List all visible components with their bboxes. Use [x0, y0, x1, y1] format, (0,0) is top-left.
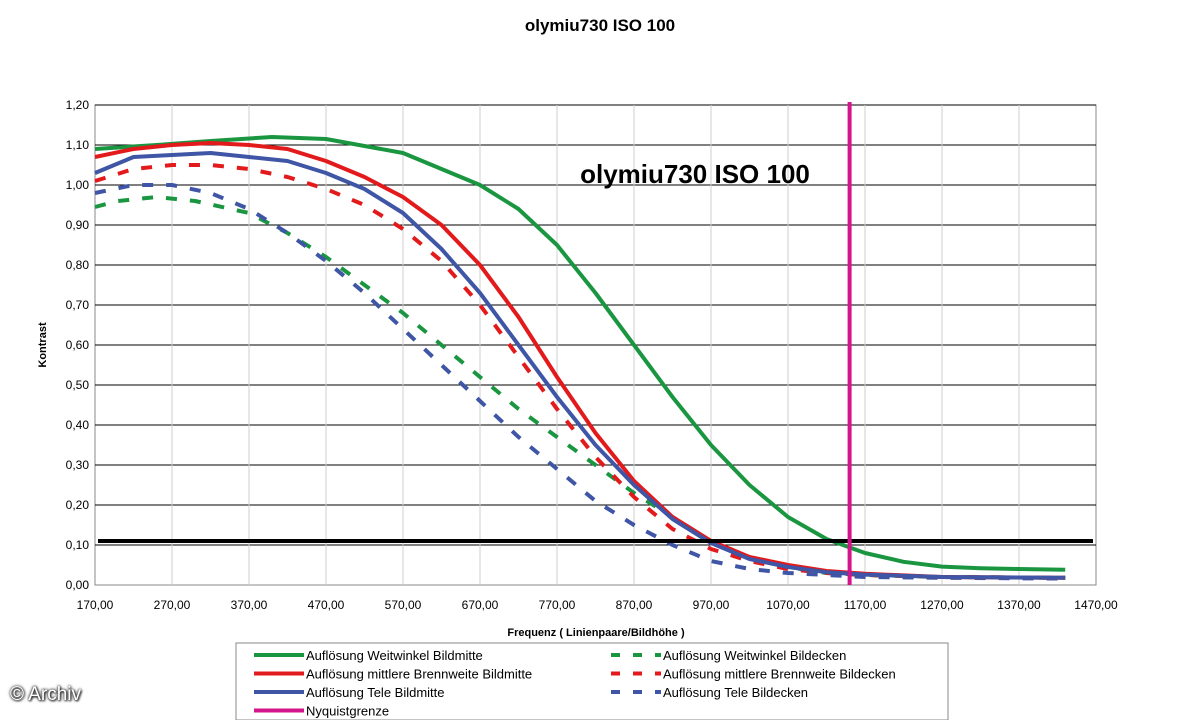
y-tick-label: 0,80 [66, 258, 90, 272]
series-line-aufl-sung-weitwinkel-bildmitte [94, 135, 1066, 572]
archive-watermark: © Archiv [10, 684, 82, 705]
y-tick-label: 0,20 [66, 498, 90, 512]
series-lines [94, 135, 1066, 581]
series-line-aufl-sung-tele-bildecken [94, 183, 1066, 581]
y-tick-label: 0,40 [66, 418, 90, 432]
x-tick-label: 170,00 [77, 598, 114, 612]
legend: Auflösung Weitwinkel Bildmitte Auflösung … [235, 642, 949, 720]
x-tick-label: 1370,00 [997, 598, 1041, 612]
y-tick-label: 0,50 [66, 378, 90, 392]
x-tick-label: 1270,00 [920, 598, 964, 612]
inner-title: olymiu730 ISO 100 [580, 159, 810, 189]
y-tick-label: 0,30 [66, 458, 90, 472]
legend-label: Auflösung Weitwinkel Bildmitte [306, 648, 483, 663]
y-tick-label: 0,60 [66, 338, 90, 352]
legend-label: Auflösung Tele Bildmitte [306, 685, 445, 700]
x-tick-labels: 170,00 270,00 370,00 470,00 570,00 670,00 770,… [77, 598, 1118, 612]
legend-label: Auflösung Tele Bildecken [663, 685, 808, 700]
y-tick-label: 0,90 [66, 218, 90, 232]
y-tick-label: 0,70 [66, 298, 90, 312]
x-tick-label: 670,00 [462, 598, 499, 612]
x-tick-label: 770,00 [539, 598, 576, 612]
series-line-aufl-sung-tele-bildmitte [94, 151, 1066, 580]
y-tick-label: 1,20 [66, 98, 90, 112]
legend-label: Auflösung Weitwinkel Bildecken [663, 648, 846, 663]
x-tick-label: 1070,00 [766, 598, 810, 612]
x-tick-label: 1170,00 [844, 598, 887, 612]
legend-label: Nyquistgrenze [306, 704, 389, 719]
y-tick-label: 1,10 [66, 138, 90, 152]
legend-label: Auflösung mittlere Brennweite Bildecken [663, 667, 896, 682]
y-tick-label: 0,00 [66, 578, 90, 592]
y-tick-label: 1,00 [66, 178, 90, 192]
x-tick-label: 570,00 [385, 598, 422, 612]
y-tick-labels: 0,00 0,10 0,20 0,30 0,40 0,50 0,60 0,70 0,80 0,90… [66, 98, 90, 592]
x-tick-label: 270,00 [154, 598, 191, 612]
x-axis-label: Frequenz ( Linienpaare/Bildhöhe ) [507, 627, 685, 639]
y-axis-label: Kontrast [37, 322, 49, 368]
x-tick-label: 370,00 [231, 598, 268, 612]
x-tick-label: 870,00 [616, 598, 653, 612]
x-tick-label: 970,00 [693, 598, 730, 612]
y-tick-label: 0,10 [66, 538, 90, 552]
x-tick-label: 1470,00 [1074, 598, 1118, 612]
legend-label: Auflösung mittlere Brennweite Bildmitte [306, 667, 532, 682]
x-tick-label: 470,00 [308, 598, 345, 612]
chart-title: olymiu730 ISO 100 [525, 16, 675, 35]
